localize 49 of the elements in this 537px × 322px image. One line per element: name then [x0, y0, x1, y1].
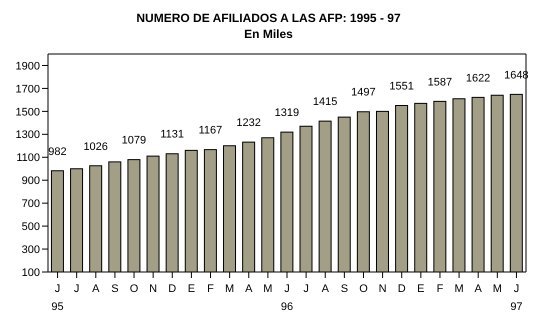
- x-tick-label: N: [378, 283, 387, 295]
- y-tick-label: 500: [22, 221, 40, 234]
- data-label: 1131: [160, 128, 184, 141]
- x-tick-label: E: [188, 283, 196, 295]
- x-tick-label: O: [130, 283, 139, 295]
- x-tick-label: O: [359, 283, 368, 295]
- y-tick-label: 900: [22, 175, 40, 188]
- x-tick-label: J 97: [510, 283, 523, 313]
- data-label: 1551: [389, 80, 414, 93]
- y-tick-label: 1500: [16, 106, 40, 118]
- x-tick-label: J 95: [51, 283, 64, 313]
- y-tick-label: 100: [22, 266, 40, 279]
- x-tick-label: A: [322, 283, 330, 295]
- x-tick-label: M: [225, 283, 234, 295]
- data-label: 1026: [83, 140, 108, 153]
- x-tick-label: F: [207, 283, 214, 295]
- x-tick-label: A: [92, 283, 100, 295]
- x-tick-label: M: [263, 283, 272, 295]
- data-label: 1587: [428, 76, 452, 88]
- x-tick-label: J 96: [280, 283, 294, 313]
- y-tick-label: 300: [22, 244, 40, 256]
- data-label: 1497: [351, 86, 376, 99]
- y-tick-label: 700: [22, 198, 40, 210]
- x-tick-label: F: [436, 283, 444, 295]
- data-label: 1079: [122, 134, 146, 147]
- x-tick-label: S: [340, 283, 348, 295]
- x-tick-label: S: [111, 283, 119, 295]
- x-tick-label: A: [474, 283, 483, 295]
- y-tick-label: 1900: [16, 60, 40, 72]
- x-tick-label: M: [454, 283, 464, 295]
- x-tick-label: E: [417, 283, 425, 295]
- data-label: 1415: [312, 96, 338, 108]
- x-tick-label: J: [303, 283, 309, 295]
- x-tick-label: D: [168, 283, 176, 295]
- x-tick-label: D: [398, 283, 406, 295]
- data-label: 1167: [198, 124, 222, 137]
- data-label: 1232: [236, 117, 261, 130]
- y-tick-label: 1700: [16, 83, 40, 96]
- x-tick-label: M: [492, 283, 502, 295]
- x-tick-label: A: [245, 283, 254, 295]
- x-tick-label: J: [74, 283, 80, 295]
- chart-subtitle: En Miles: [243, 26, 294, 42]
- data-label: 982: [48, 146, 67, 158]
- x-tick-label: N: [149, 283, 158, 295]
- data-label: 1622: [466, 72, 490, 84]
- chart-title: NUMERO DE AFILIADOS A LAS AFP: 1995 - 97: [135, 10, 402, 26]
- data-label: 1319: [274, 107, 300, 120]
- y-tick-label: 1300: [16, 129, 40, 142]
- y-tick-label: 1100: [16, 152, 40, 164]
